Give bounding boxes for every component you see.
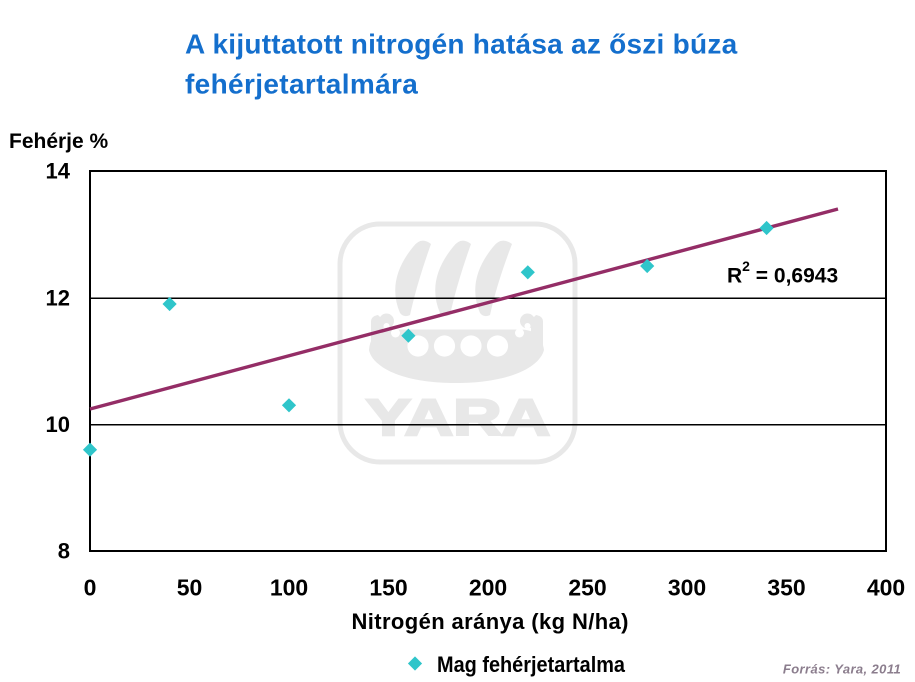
- svg-text:0: 0: [84, 575, 97, 601]
- svg-text:Nitrogén aránya (kg N/ha): Nitrogén aránya (kg N/ha): [352, 609, 629, 634]
- svg-text:8: 8: [58, 539, 70, 564]
- svg-text:400: 400: [867, 575, 905, 601]
- svg-text:250: 250: [568, 575, 606, 601]
- svg-text:100: 100: [270, 575, 308, 601]
- svg-text:fehérjetartalmára: fehérjetartalmára: [185, 69, 418, 100]
- svg-text:50: 50: [177, 575, 203, 601]
- svg-text:Mag fehérjetartalma: Mag fehérjetartalma: [437, 652, 626, 677]
- svg-text:10: 10: [46, 412, 70, 437]
- svg-text:Fehérje %: Fehérje %: [9, 130, 109, 153]
- svg-text:14: 14: [46, 159, 71, 184]
- svg-text:150: 150: [369, 575, 407, 601]
- svg-text:R2 = 0,6943: R2 = 0,6943: [727, 258, 838, 288]
- svg-text:Forrás: Yara, 2011: Forrás: Yara, 2011: [783, 662, 901, 677]
- svg-text:YARA: YARA: [366, 389, 550, 446]
- svg-text:12: 12: [46, 285, 70, 310]
- svg-text:300: 300: [668, 575, 706, 601]
- svg-text:200: 200: [469, 575, 507, 601]
- svg-text:350: 350: [767, 575, 805, 601]
- svg-text:A kijuttatott nitrogén hatása: A kijuttatott nitrogén hatása az őszi bú…: [185, 29, 738, 60]
